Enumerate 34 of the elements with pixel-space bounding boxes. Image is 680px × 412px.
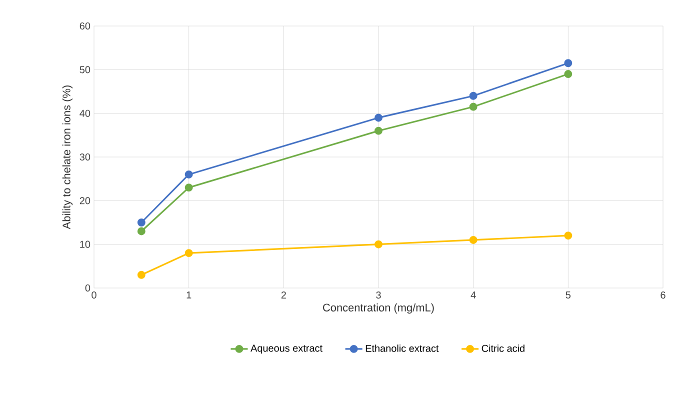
y-tick-label: 40 (80, 110, 90, 117)
point (564, 232, 572, 240)
x-tick-label: 0 (92, 292, 96, 299)
y-tick-label: 60 (80, 22, 90, 30)
x-tick-label: 1 (186, 292, 192, 298)
point (564, 70, 572, 78)
y-tick-label: 50 (80, 66, 90, 74)
y-tick-label: 30 (80, 153, 90, 161)
x-tick-label: 2 (281, 292, 286, 298)
point (469, 102, 478, 111)
legend-label: Ethanolic extract (366, 344, 439, 352)
x-axis-title: Concentration (mg/mL) (323, 303, 434, 314)
point (184, 184, 193, 192)
y-tick-label: 0 (85, 284, 90, 292)
x-tick-label: 6 (660, 292, 666, 299)
x-tick-label: 4 (470, 292, 476, 298)
point (469, 92, 478, 100)
point (374, 114, 382, 122)
x-tick-label: 3 (376, 292, 381, 299)
point (374, 240, 382, 248)
legend-label: Aqueous extract (250, 344, 322, 354)
point (184, 249, 193, 258)
point (137, 227, 146, 236)
y-tick-label: 20 (80, 197, 90, 204)
x-tick-label: 5 (566, 292, 571, 298)
point (184, 170, 193, 178)
legend-label: Citric acid (482, 344, 524, 352)
point (469, 236, 478, 244)
point (564, 59, 572, 68)
point (137, 218, 146, 226)
point (374, 126, 382, 135)
point (137, 270, 146, 279)
y-tick-label: 10 (80, 240, 90, 248)
y-axis-title: Ability to chelate iron ions (%) (62, 86, 73, 230)
